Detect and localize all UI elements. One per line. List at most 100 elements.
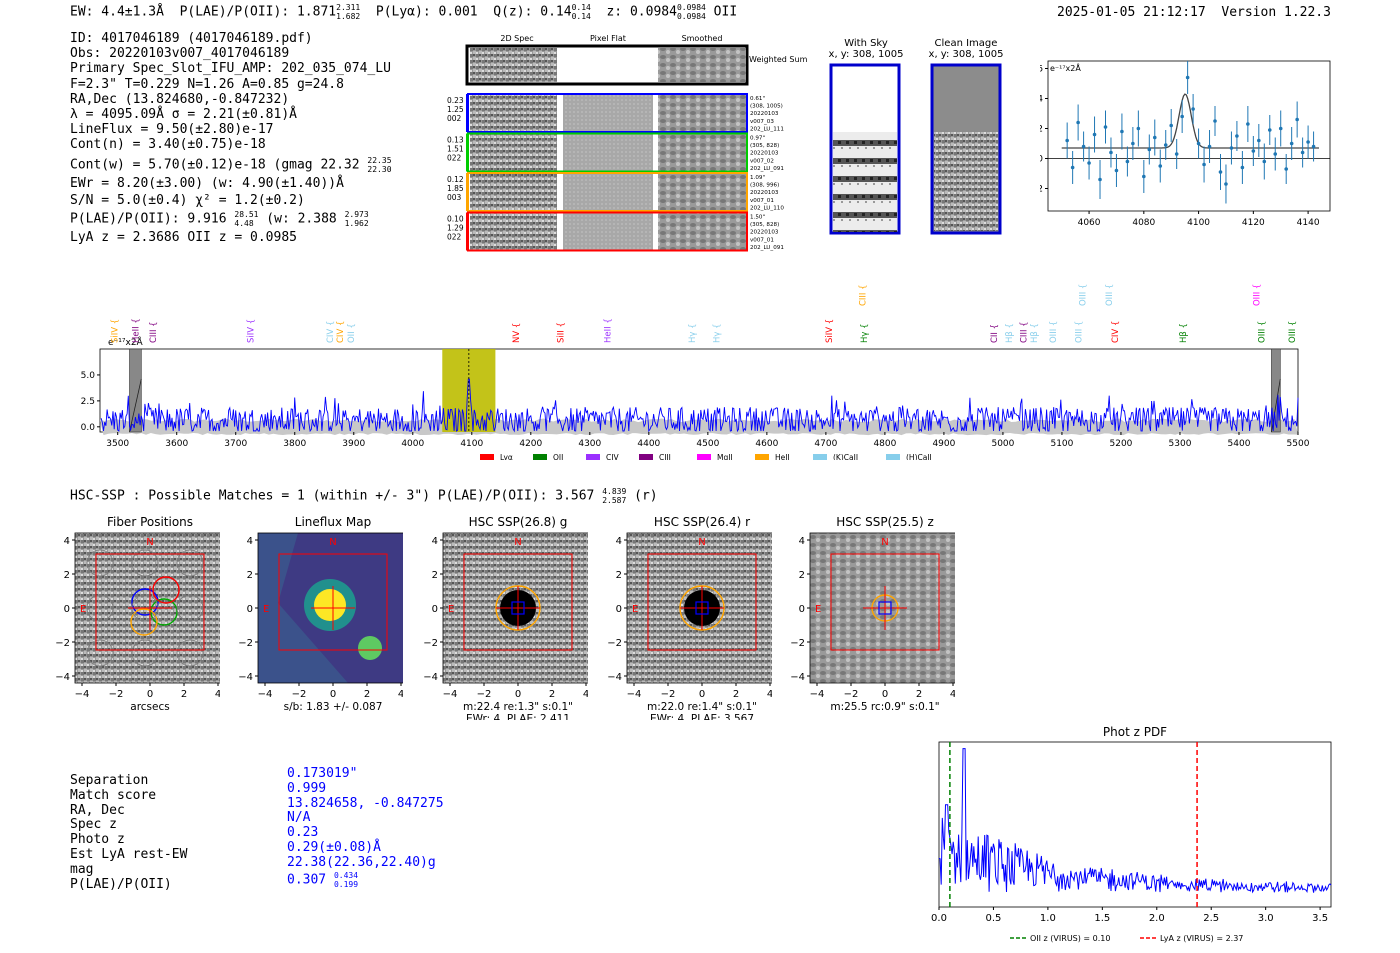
- match-label: Spec z: [70, 817, 117, 833]
- panel-caption: m:22.4 re:1.3" s:0.1": [463, 701, 573, 713]
- panel-ytick-label: −4: [790, 672, 805, 683]
- spec-xtick-label: 5000: [991, 439, 1014, 449]
- legend-swatch: [533, 454, 547, 460]
- panel-xtick-label: 0: [515, 689, 521, 700]
- match-label: Match score: [70, 787, 157, 803]
- panel-ytick-label: 0: [64, 604, 70, 615]
- legend-swatch: [813, 454, 827, 460]
- spec-xtick-label: 4400: [637, 439, 660, 449]
- fiber-outline: [176, 594, 204, 622]
- fiber-outline: [131, 549, 159, 577]
- fit-data-point: [1174, 152, 1179, 156]
- fit-data-point: [1131, 141, 1135, 146]
- cutout-row-right-text: 202_LU_091: [750, 245, 784, 251]
- pdf-xtick-label: 0.5: [985, 913, 1001, 924]
- cutout-row-right-text: 202_LU_110: [750, 205, 784, 211]
- panel-ytick-label: 2: [799, 570, 805, 581]
- fit-data-point: [1142, 174, 1146, 179]
- fit-data-point: [1065, 138, 1069, 143]
- fiber-outline: [86, 639, 114, 667]
- spectral-line-label: SiIV {: [111, 319, 121, 343]
- image-panel: HSC SSP(26.8) g N E −4 −4 −2 −2 0 0 2 2 4 4 m:22.4 re…: [423, 515, 588, 720]
- spectral-line-label: Hγ {: [688, 323, 698, 343]
- photoz-pdf-chart: Phot z PDF 0.0 0.5 1.0 1.5 2.0 2.5 3.0 3.5 OII z …: [931, 725, 1332, 943]
- cutout-smoothed: [658, 213, 746, 250]
- legend-label: (H)CaII: [906, 453, 932, 460]
- cutout-row-right-text: 20220103: [750, 111, 779, 117]
- pdf-xtick-label: 2.0: [1149, 913, 1165, 924]
- match-value: 0.173019": [287, 766, 358, 781]
- cutout-row-right-text: 20220103: [750, 230, 779, 236]
- spectral-line-label: CIII {: [1020, 321, 1030, 343]
- spec-xtick-label: 4900: [932, 439, 955, 449]
- cutout-row-left-text: 0.13: [447, 136, 464, 145]
- panel-caption-2: EWr: 4, PLAE: 3.567: [650, 713, 754, 720]
- panel-title: HSC SSP(25.5) z: [836, 515, 934, 529]
- fiber-outline: [176, 549, 204, 577]
- header-z-line: OII: [713, 4, 738, 20]
- fit-data-point: [1098, 177, 1102, 182]
- fit-ytick-label: 4: [1040, 95, 1043, 105]
- cutout-smoothed: [658, 134, 746, 171]
- cutout-row-left-text: 0.12: [447, 175, 464, 184]
- cutout-row-right-text: v007_02: [750, 158, 774, 164]
- panel-xtick-label: 2: [549, 689, 555, 700]
- info-line: LineFlux = 9.50(±2.80)e-17: [70, 122, 274, 138]
- north-label: N: [698, 537, 705, 548]
- cutout-row-right-text: 202_LU_091: [750, 166, 784, 172]
- spec-xtick-label: 5400: [1228, 439, 1251, 449]
- panel-xtick-label: 4: [767, 689, 772, 700]
- info-line: Cont(n) = 3.40(±0.75)e-18: [70, 137, 266, 153]
- fiber-circle: [131, 588, 159, 616]
- panel-xtick-label: 4: [583, 689, 588, 700]
- panel-caption: arcsecs: [130, 701, 169, 713]
- spectral-line-label: OII {: [347, 323, 357, 343]
- pdf-xtick-label: 3.5: [1312, 913, 1328, 924]
- spectral-line-label: CIV {: [1111, 321, 1121, 343]
- fit-data-point: [1185, 75, 1190, 80]
- legend-swatch: [886, 454, 900, 460]
- spec-xtick-label: 5500: [1287, 439, 1310, 449]
- panel-xtick-label: −2: [292, 689, 307, 700]
- panel-ytick-label: −2: [238, 638, 253, 649]
- panel-ytick-label: 0: [616, 604, 622, 615]
- spec-xtick-label: 4800: [873, 439, 896, 449]
- fit-data-point: [1300, 150, 1305, 155]
- fit-xtick-label: 4060: [1078, 218, 1101, 228]
- sky-cutouts: [829, 63, 1002, 235]
- info-ewr: EWr = 8.20(±3.00) (w: 4.90(±1.40))Å: [70, 175, 344, 191]
- fiber-circle: [130, 608, 158, 636]
- fiber-outline: [131, 639, 159, 667]
- panel-xtick-label: −4: [258, 689, 273, 700]
- lineflux-map-blob: [358, 636, 382, 660]
- panel-title: Lineflux Map: [295, 515, 371, 529]
- search-box: [95, 553, 205, 651]
- fiber-outline: [86, 549, 114, 577]
- fit-data-point: [1257, 138, 1261, 143]
- fit-data-point: [1109, 150, 1113, 155]
- info-line: λ = 4095.09Å σ = 2.21(±0.81)Å: [70, 107, 297, 123]
- panel-title: Fiber Positions: [107, 515, 193, 529]
- spec-xtick-label: 3800: [283, 439, 306, 449]
- fiber-circle: [152, 576, 180, 604]
- cutout-row-left-text: 1.25: [447, 105, 464, 114]
- fit-ytick-label: 0: [1040, 155, 1043, 165]
- cutout-row-color-bar: [466, 212, 469, 251]
- pdf-legend-label: OII z (VIRUS) = 0.10: [1030, 934, 1110, 943]
- north-label: N: [146, 537, 153, 548]
- spectrum-line: [100, 378, 1299, 433]
- panel-xtick-label: 0: [147, 689, 153, 700]
- match-label: Photo z: [70, 832, 125, 848]
- pdf-curve: [938, 748, 1332, 894]
- weighted-sum-label: Weighted Sum: [749, 55, 808, 64]
- fit-data-point: [1180, 114, 1184, 119]
- fit-xtick-label: 4140: [1297, 218, 1320, 228]
- panel-caption: m:25.5 rc:0.9" s:0.1": [830, 701, 939, 713]
- fit-xtick-label: 4080: [1132, 218, 1155, 228]
- spectral-line-label: OIII {: [1049, 321, 1059, 343]
- fit-model-curve: [1061, 93, 1319, 149]
- fit-data-point: [1306, 140, 1310, 144]
- panel-xtick-label: 2: [364, 689, 370, 700]
- info-lyaz: LyA z = 2.3686 OII z = 0.0985: [70, 230, 297, 246]
- spectral-line-label: SiIV {: [825, 319, 835, 343]
